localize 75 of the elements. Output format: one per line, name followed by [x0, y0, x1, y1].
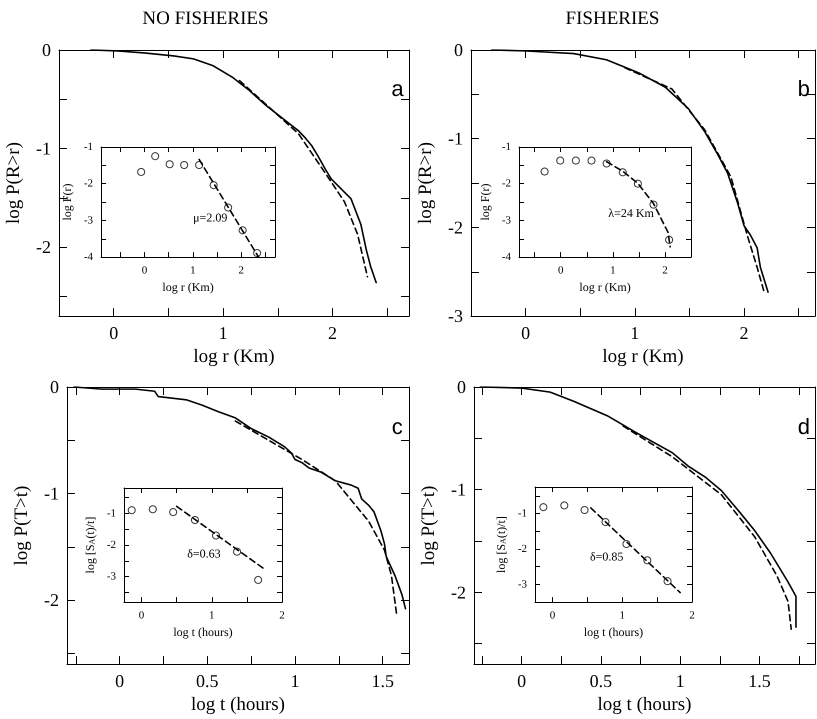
y-tick-label: -1	[84, 141, 94, 153]
annotation: δ=0.85	[590, 550, 624, 564]
y-tick-label: -1	[518, 508, 527, 520]
x-tick-label: 1.5	[371, 671, 394, 692]
x-tick-label: 1	[676, 671, 685, 692]
y-axis-title: log P(T>t)	[11, 486, 32, 566]
y-tick-label: -3	[84, 214, 94, 226]
x-tick-label: 2	[662, 264, 668, 277]
y-tick-label: -4	[84, 251, 94, 264]
y-tick-label: -2	[84, 178, 94, 190]
y-axis-title: log P(R>r)	[415, 142, 436, 224]
x-tick-label: 1	[630, 323, 640, 344]
y-tick-label: -2	[448, 217, 463, 238]
x-axis-title: log r (Km)	[602, 346, 684, 367]
x-tick-label: 0.5	[196, 671, 219, 692]
x-axis-title: log t (hours)	[584, 625, 644, 639]
annotation: λ=24 Km	[608, 206, 655, 220]
y-tick-label: -2	[36, 237, 51, 258]
annotation: b	[798, 76, 810, 101]
y-tick-label: 0	[457, 377, 466, 397]
y-tick-label: -2	[106, 539, 116, 552]
y-tick-label: 0	[454, 40, 463, 60]
y-axis-title: log P(T>t)	[418, 486, 439, 566]
x-tick-label: 1	[610, 264, 616, 277]
y-tick-label: -4	[502, 251, 512, 264]
x-tick-label: 0	[138, 610, 145, 622]
x-axis-title: log r (Km)	[162, 280, 214, 294]
x-tick-label: 2	[238, 264, 244, 277]
annotation: c	[392, 414, 403, 439]
y-tick-label: -3	[502, 214, 512, 226]
y-tick-label: -3	[106, 570, 116, 583]
x-tick-label: 1	[619, 610, 625, 622]
y-tick-label: -1	[451, 480, 466, 500]
x-tick-label: 2	[740, 323, 749, 344]
y-axis-title: log F(r)	[60, 184, 74, 221]
x-tick-label: 0	[142, 264, 148, 277]
y-axis-title: log [SA(t)/t]	[494, 516, 508, 573]
y-tick-label: -1	[44, 484, 59, 504]
y-tick-label: -3	[448, 306, 463, 326]
x-axis-title: log t (hours)	[173, 625, 233, 639]
y-tick-label: -1	[448, 128, 463, 149]
annotation: d	[798, 414, 810, 439]
x-tick-label: 2	[328, 323, 337, 344]
x-tick-label: 0.5	[590, 671, 612, 692]
annotation: δ=0.63	[187, 546, 221, 560]
y-tick-label: -1	[36, 138, 51, 159]
annotation: a	[391, 76, 404, 101]
annotation: μ=2.09	[193, 210, 228, 224]
x-tick-label: 0	[558, 264, 564, 277]
x-axis-title: log r (Km)	[193, 346, 275, 367]
x-tick-label: 1	[190, 264, 196, 277]
y-tick-label: -2	[44, 590, 59, 610]
y-tick-label: 0	[42, 40, 51, 60]
chart-title: FISHERIES	[566, 8, 660, 29]
x-tick-label: 1	[209, 610, 215, 622]
y-tick-label: -2	[502, 178, 512, 190]
y-tick-label: -3	[518, 578, 528, 590]
y-tick-label: -2	[451, 582, 466, 602]
y-tick-label: -2	[518, 542, 527, 555]
x-tick-label: 1	[218, 323, 228, 344]
y-axis-title: log [SA(t)/t]	[82, 516, 97, 574]
y-axis-title: log F(r)	[478, 184, 492, 221]
x-tick-label: 1.5	[748, 671, 771, 692]
x-tick-label: 2	[279, 610, 285, 622]
x-tick-label: 0	[550, 610, 556, 622]
x-tick-label: 2	[689, 610, 695, 622]
y-tick-label: -1	[502, 141, 512, 153]
y-tick-label: 0	[50, 377, 59, 397]
y-tick-label: -1	[106, 507, 116, 520]
y-axis-title: log P(R>r)	[3, 142, 24, 224]
x-axis-title: log r (Km)	[579, 280, 631, 294]
x-axis-title: log t (hours)	[191, 694, 285, 715]
x-tick-label: 1	[290, 671, 300, 692]
x-axis-title: log t (hours)	[598, 694, 692, 715]
chart-title: NO FISHERIES	[142, 8, 269, 29]
